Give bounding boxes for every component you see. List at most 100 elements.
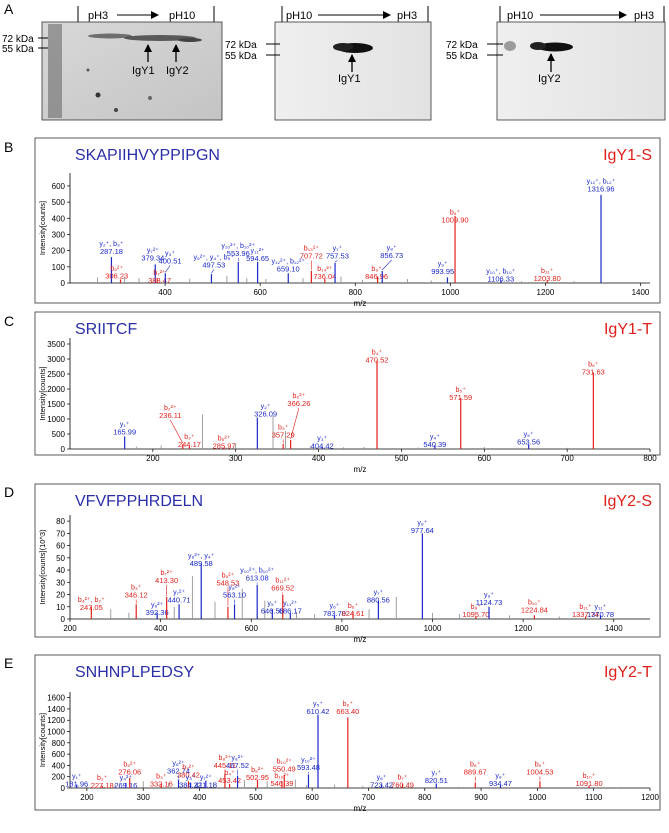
x-tick-label: 200: [63, 624, 77, 633]
panel-letter: D: [4, 484, 14, 500]
peak-ion-label: y₇²⁺: [200, 775, 212, 782]
peak-mz-label: 663.40: [336, 707, 359, 716]
peak-leader-line: [170, 419, 184, 444]
gel-1-mw-72: 72 kDa: [2, 34, 34, 45]
peak-ion-label: y₁₁⁺: [595, 604, 607, 611]
peak-mz-label: 723.42: [370, 781, 393, 790]
peak-ion-label: b₉⁺: [471, 604, 482, 611]
peak-ion-label: y₁₂²⁺, b₁₂²⁺: [272, 259, 306, 266]
peak-mz-label: 1316.96: [587, 185, 614, 194]
peak-mz-label: 707.72: [300, 252, 323, 261]
y-tick-label: 0: [61, 445, 66, 454]
y-tick-label: 50: [56, 554, 65, 563]
peak-mz-label: 384.22: [179, 781, 202, 790]
peak-mz-label: 659.10: [277, 265, 300, 274]
peak-ion-label: b₉²⁺: [251, 767, 264, 774]
peak-ion-label: y₆²⁺: [172, 760, 185, 767]
panel-e: E SNHNPLPEDSY IgY2-T 200 300 400 500 600 700 800 9…: [4, 654, 661, 813]
peak-ion-label: b₁₃²⁺: [304, 246, 319, 253]
spectrum-frame: [34, 137, 661, 304]
y-tick-label: 1200: [47, 716, 65, 725]
peak-ion-label: b₉⁺: [535, 762, 546, 769]
peak-ion-label: b₆⁺: [343, 701, 354, 708]
peak-mz-label: 550.49: [273, 765, 296, 774]
peak-ion-label: b₇⁺: [398, 775, 408, 782]
gel-2: pH10 pH3 IgY1 72 kDa 55 kDa: [225, 6, 432, 121]
peak-mz-label: 1106.33: [488, 274, 515, 283]
peak-mz-label: 856.73: [380, 251, 403, 260]
peak-mz-label: 977.64: [411, 526, 434, 535]
peak-ion-label: y₈⁺: [417, 520, 427, 527]
peak-mz-label: 346.12: [125, 591, 148, 600]
peak-mz-label: 400.51: [159, 257, 182, 266]
peak-mz-label: 653.56: [517, 437, 540, 446]
peak-mz-label: 236.11: [159, 411, 181, 420]
x-tick-label: 1400: [632, 288, 650, 297]
panel-letter: B: [4, 139, 13, 155]
y-axis-label: Intensity[counts]: [38, 713, 47, 767]
peak-ion-label: y₁₀²⁺, b₁₀²⁺: [221, 243, 255, 250]
peak-ion-label: b₁₀⁺: [528, 599, 541, 606]
peak-ion-label: y₉²⁺: [228, 585, 241, 592]
peak-ion-label: y₃⁺: [186, 775, 196, 782]
peak-ion-label: y₃⁺: [317, 436, 327, 443]
peak-ion-label: b₁₀⁺: [583, 773, 596, 780]
peak-mz-label: 540.39: [423, 440, 446, 449]
spectrum-frame: [34, 311, 661, 456]
peak-mz-label: 379.34: [141, 254, 164, 263]
peak-mz-label: 880.56: [367, 596, 390, 605]
panel-a-letter: A: [4, 1, 14, 17]
x-tick-label: 1000: [441, 288, 459, 297]
peak-mz-label: 1091.80: [576, 779, 603, 788]
peak-mz-label: 332.16: [150, 779, 173, 788]
peak-mz-label: 546.39: [270, 779, 293, 788]
peak-mz-label: 276.06: [118, 768, 141, 777]
x-tick-label: 500: [249, 793, 263, 802]
y-tick-label: 400: [52, 761, 66, 770]
peak-leader-line: [211, 269, 215, 274]
gel-1-ph-right: pH10: [169, 10, 195, 22]
x-tick-label: 600: [478, 454, 492, 463]
peak-ion-label: y₉²⁺, y₄⁺, b₅⁺: [194, 255, 235, 262]
x-tick-label: 600: [305, 793, 319, 802]
peak-mz-label: 736.04: [313, 272, 336, 281]
gel-2-image: [274, 21, 432, 121]
x-tick-label: 400: [312, 454, 326, 463]
peak-ion-label: y₄²⁺: [120, 775, 133, 782]
peak-mz-label: 757.53: [326, 252, 349, 261]
peak-ion-label: b₆⁺: [348, 603, 359, 610]
peak-mz-label: 362.74: [167, 766, 190, 775]
peak-ion-label: y₆²⁺: [151, 602, 164, 609]
panel-a: A pH3 pH10 IgY1 IgY2 72 kDa 55 kDa: [2, 1, 666, 121]
gel-1-spot: [148, 96, 152, 100]
y-tick-label: 2000: [47, 385, 65, 394]
y-tick-label: 1600: [47, 694, 65, 703]
x-tick-label: 300: [137, 793, 151, 802]
peptide-sequence: SRIITCF: [75, 321, 137, 338]
gel-3-mw-72: 72 kDa: [446, 40, 478, 51]
peak-mz-label: 820.51: [425, 776, 448, 785]
peak-mz-label: 846.96: [365, 272, 388, 281]
peak-ion-label: y₈⁺: [495, 773, 505, 780]
gel-1-arrow-label-1: IgY1: [132, 65, 155, 77]
y-tick-label: 600: [52, 750, 66, 759]
gel-2-mw-72: 72 kDa: [225, 40, 257, 51]
gel-1-spot: [95, 92, 101, 98]
peak-ion-label: y₈⁺: [387, 245, 397, 252]
y-tick-label: 70: [56, 529, 65, 538]
peak-mz-label: 247.05: [80, 603, 103, 612]
y-tick-label: 300: [52, 230, 66, 239]
peak-leader-line: [165, 265, 171, 273]
peak-mz-label: 453.42: [218, 776, 241, 785]
peak-mz-label: 306.23: [105, 271, 128, 280]
peak-ion-label: y₉⁺: [438, 261, 448, 268]
gel-1: pH3 pH10 IgY1 IgY2 72 kDa 55 kDa: [2, 6, 223, 121]
peak-mz-label: 181.96: [65, 779, 88, 788]
gel-2-arrow-label-1: IgY1: [338, 73, 361, 85]
peak-mz-label: 244.17: [178, 440, 201, 449]
gel-1-spot: [114, 108, 118, 112]
peak-mz-label: 993.95: [431, 267, 454, 276]
peak-ion-label: b₅²⁺: [218, 436, 231, 443]
